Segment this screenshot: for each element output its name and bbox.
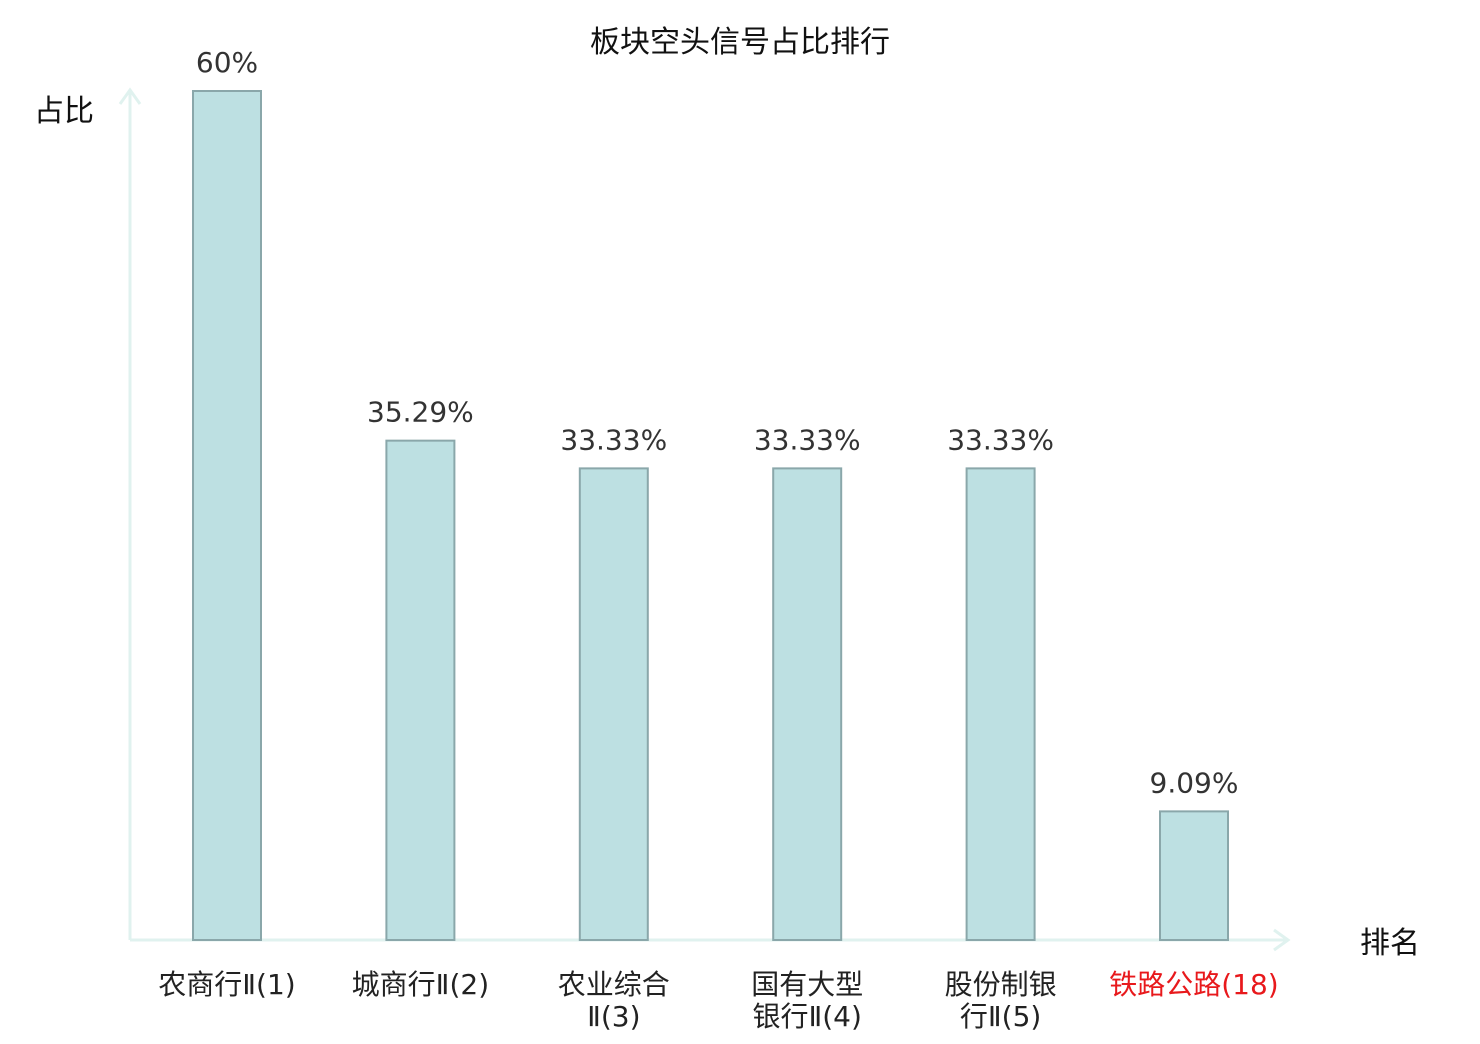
y-axis-arrow (118, 87, 142, 105)
x-axis (130, 928, 1291, 952)
x-tick-label: 银行Ⅱ(4) (752, 1000, 861, 1033)
bar (772, 467, 843, 941)
bar-value-label: 60% (196, 46, 258, 79)
x-tick-label: 国有大型 (751, 968, 863, 1001)
bar-value-label: 33.33% (754, 423, 861, 456)
bar (192, 90, 262, 941)
x-tick-label: Ⅱ(3) (587, 1000, 640, 1033)
x-axis-arrow (1273, 928, 1291, 952)
y-axis-label: 占比 (34, 94, 94, 129)
chart-title: 板块空头信号占比排行 (590, 25, 890, 60)
value-labels-group: 60% 35.29% 33.33% 33.33% 33.33% 9.09% (196, 46, 1239, 799)
bars-group (192, 90, 1229, 942)
x-tick-label: 铁路公路(18) (1109, 968, 1278, 1001)
bar (1159, 810, 1229, 942)
y-axis (118, 87, 142, 940)
bar (965, 467, 1036, 941)
bar-value-label: 33.33% (560, 423, 667, 456)
x-tick-label: 行Ⅱ(5) (960, 1000, 1041, 1033)
x-tick-label: 股份制银 (945, 968, 1057, 1001)
bar (385, 439, 456, 941)
bar-value-label: 9.09% (1150, 766, 1239, 799)
x-tick-label: 农业综合 (558, 968, 670, 1001)
x-tick-label: 农商行Ⅱ(1) (158, 968, 295, 1001)
bar-value-label: 33.33% (947, 423, 1054, 456)
bar (578, 467, 649, 941)
x-axis-label: 排名 (1360, 926, 1420, 961)
bar-value-label: 35.29% (367, 396, 474, 429)
x-tick-label: 城商行Ⅱ(2) (352, 968, 489, 1001)
